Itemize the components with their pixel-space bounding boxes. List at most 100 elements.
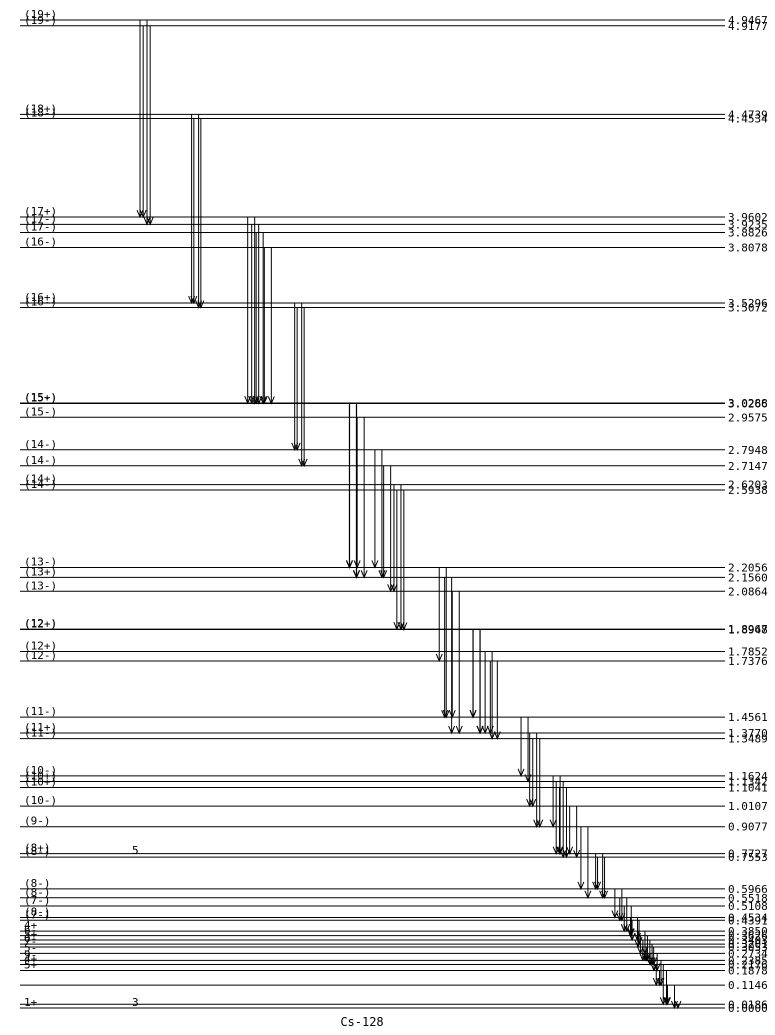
arrow-head bbox=[616, 913, 624, 922]
spin-label: (16-) bbox=[24, 235, 57, 248]
spin-label: (10-) bbox=[24, 794, 57, 807]
spin-label: (19-) bbox=[24, 14, 57, 27]
spin-label: 9- bbox=[24, 948, 37, 961]
arrow-head bbox=[584, 890, 592, 900]
arrow-head bbox=[563, 849, 570, 859]
note: 3 bbox=[132, 996, 139, 1009]
arrow-head bbox=[611, 910, 619, 919]
spin-label: (14-) bbox=[24, 438, 57, 451]
arrow-head bbox=[455, 725, 463, 735]
energy-label: 3.5072 bbox=[728, 302, 768, 315]
arrow-head bbox=[573, 849, 581, 859]
energy-label: 0.5518 bbox=[728, 892, 768, 905]
spin-label: 7- bbox=[24, 935, 37, 948]
energy-label: 0.1146 bbox=[728, 979, 768, 992]
spin-label: (8-) bbox=[24, 886, 51, 899]
arrow-head bbox=[448, 725, 456, 735]
energy-label: 2.7948 bbox=[728, 444, 768, 457]
arrow-head bbox=[653, 963, 661, 972]
energy-label: 3.8078 bbox=[728, 241, 768, 254]
spin-label: (13-) bbox=[24, 579, 57, 592]
arrow-head bbox=[293, 442, 301, 452]
arrow-head bbox=[594, 881, 602, 891]
energy-label: 2.5938 bbox=[728, 484, 768, 497]
spin-label: (18+) bbox=[24, 102, 57, 115]
energy-label: 0.3201 bbox=[728, 938, 768, 951]
arrow-head bbox=[448, 709, 456, 719]
energy-label: 0.5966 bbox=[728, 883, 768, 896]
energy-label: 0.7553 bbox=[728, 851, 768, 864]
arrow-head bbox=[493, 731, 501, 740]
energy-label: 2.2056 bbox=[728, 561, 768, 574]
arrow-head bbox=[371, 560, 379, 569]
arrow-head bbox=[628, 932, 636, 942]
arrow-head bbox=[488, 731, 496, 740]
energy-label: 1.0107 bbox=[728, 800, 768, 813]
energy-label: 4.9177 bbox=[728, 20, 768, 33]
spin-label: (15-) bbox=[24, 405, 57, 418]
arrow-head bbox=[259, 396, 267, 405]
spin-label: 6- bbox=[24, 924, 37, 937]
energy-label: 0.2734 bbox=[728, 947, 768, 960]
arrow-head bbox=[577, 881, 585, 891]
spin-label: 5- bbox=[24, 941, 37, 954]
energy-label: 1.7852 bbox=[728, 645, 768, 658]
spin-label: (18-) bbox=[24, 107, 57, 120]
arrow-head bbox=[143, 217, 151, 226]
arrow-head bbox=[481, 725, 489, 735]
energy-label: 4.4534 bbox=[728, 113, 768, 126]
arrow-head bbox=[353, 570, 361, 579]
arrow-head bbox=[556, 846, 563, 855]
spin-label: (12+) bbox=[24, 639, 57, 652]
arrow-head bbox=[549, 819, 557, 828]
spin-label: (15+) bbox=[24, 391, 57, 404]
arrow-head bbox=[300, 458, 308, 468]
arrow-head bbox=[252, 395, 260, 405]
spin-label: (19+) bbox=[24, 8, 57, 21]
spin-label: (17-) bbox=[24, 221, 57, 234]
arrow-head bbox=[656, 977, 663, 987]
energy-label: 3.0288 bbox=[728, 397, 768, 410]
arrow-head bbox=[267, 396, 275, 405]
spin-label: (9-) bbox=[24, 815, 51, 828]
spin-label: (16+) bbox=[24, 291, 57, 304]
arrow-head bbox=[380, 570, 388, 579]
energy-label: 0.2385 bbox=[728, 954, 768, 967]
arrow-head bbox=[536, 819, 544, 828]
energy-label: 0.7727 bbox=[728, 848, 768, 861]
arrow-head bbox=[190, 295, 198, 305]
arrow-head bbox=[643, 953, 651, 962]
spin-label: (14-) bbox=[24, 478, 57, 491]
arrow-head bbox=[387, 584, 395, 593]
energy-label: 2.0864 bbox=[728, 585, 768, 598]
arrow-head bbox=[664, 997, 671, 1006]
spin-label: (10+) bbox=[24, 775, 57, 788]
energy-label: 0.3053 bbox=[728, 941, 768, 954]
energy-label: 0.4391 bbox=[728, 914, 768, 927]
spin-label: (14-) bbox=[24, 454, 57, 467]
spin-label: (8+) bbox=[24, 842, 51, 855]
note: 5 bbox=[132, 844, 139, 857]
arrow-head bbox=[353, 560, 361, 569]
spin-label: (11+) bbox=[24, 721, 57, 734]
energy-label: 2.1560 bbox=[728, 571, 768, 584]
arrow-head bbox=[441, 709, 449, 719]
energy-label: 0.3850 bbox=[728, 925, 768, 938]
arrow-head bbox=[146, 217, 154, 226]
energy-label: 0.0186 bbox=[728, 998, 768, 1011]
arrow-head bbox=[360, 570, 368, 579]
arrow-head bbox=[646, 957, 654, 966]
arrow-head bbox=[139, 209, 147, 219]
energy-label: 1.7376 bbox=[728, 655, 768, 668]
arrow-head bbox=[559, 849, 567, 859]
arrow-head bbox=[663, 997, 670, 1006]
arrow-head bbox=[517, 768, 525, 778]
arrow-head bbox=[197, 300, 205, 309]
spin-label: (8-) bbox=[24, 877, 51, 890]
spin-label: (16-) bbox=[24, 296, 57, 309]
arrow-head bbox=[529, 798, 537, 808]
arrow-head bbox=[435, 653, 443, 663]
energy-label: 2.7147 bbox=[728, 460, 768, 473]
